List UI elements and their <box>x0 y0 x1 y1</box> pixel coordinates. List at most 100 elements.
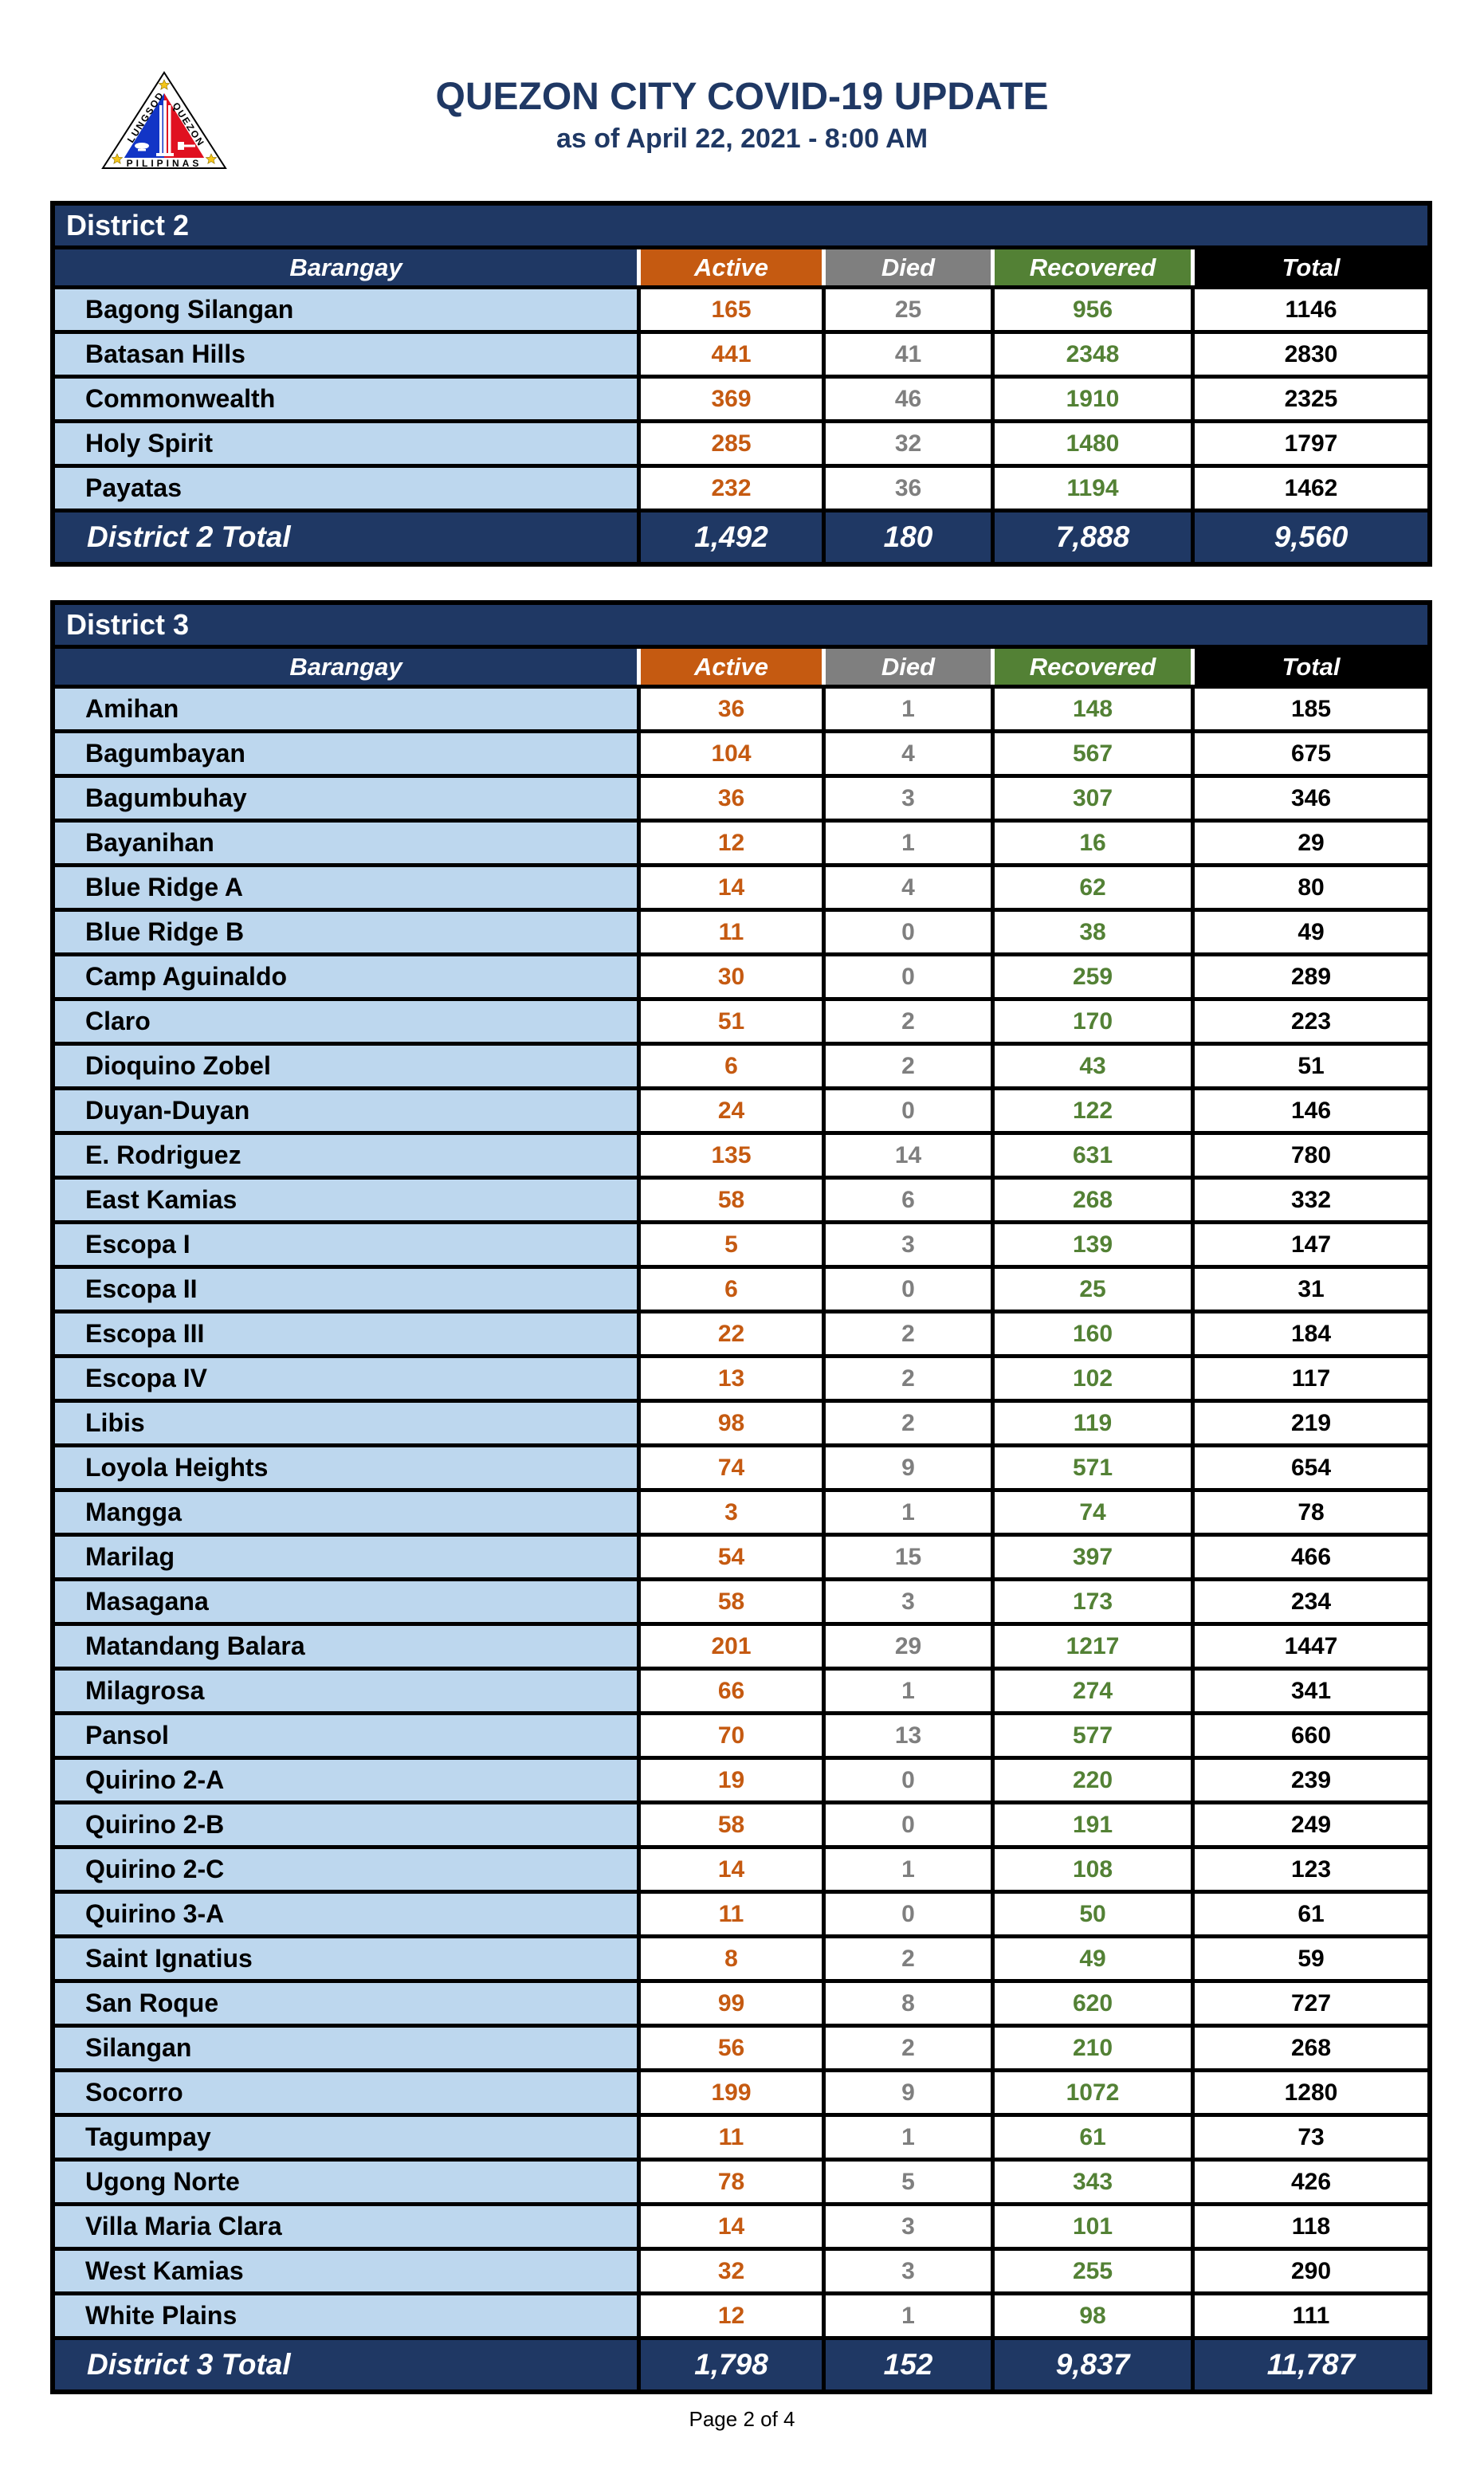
table-row: West Kamias 32 3 255 290 <box>55 2251 1427 2291</box>
barangay-cell: Escopa IV <box>55 1358 637 1399</box>
table-row: E. Rodriguez 135 14 631 780 <box>55 1135 1427 1176</box>
value-cell-died: 1 <box>826 2117 991 2158</box>
value-cell-recovered: 122 <box>995 1090 1191 1131</box>
value-cell-died: 3 <box>826 778 991 819</box>
value-cell-died: 5 <box>826 2162 991 2202</box>
table-row: Camp Aguinaldo 30 0 259 289 <box>55 956 1427 997</box>
value-cell-died: 0 <box>826 956 991 997</box>
page-number: Page 2 of 4 <box>689 2407 795 2431</box>
table-row: Quirino 2-A 19 0 220 239 <box>55 1760 1427 1800</box>
value-cell-recovered: 50 <box>995 1894 1191 1934</box>
barangay-cell: Holy Spirit <box>55 423 637 464</box>
value-cell-died: 9 <box>826 2072 991 2113</box>
value-cell-recovered: 49 <box>995 1938 1191 1979</box>
value-cell-recovered: 139 <box>995 1224 1191 1265</box>
table-row: Pansol 70 13 577 660 <box>55 1715 1427 1756</box>
value-cell-active: 58 <box>641 1581 822 1622</box>
table-row: Bagumbayan 104 4 567 675 <box>55 733 1427 774</box>
table-row: Mangga 3 1 74 78 <box>55 1492 1427 1533</box>
value-cell-active: 104 <box>641 733 822 774</box>
value-cell-died: 6 <box>826 1180 991 1220</box>
value-cell-active: 58 <box>641 1804 822 1845</box>
value-cell-total: 184 <box>1195 1313 1427 1354</box>
value-cell-active: 56 <box>641 2028 822 2068</box>
value-cell-total: 123 <box>1195 1849 1427 1890</box>
district-total-row: District 3 Total 1,798 152 9,837 11,787 <box>55 2340 1427 2389</box>
table-row: Loyola Heights 74 9 571 654 <box>55 1447 1427 1488</box>
value-cell-total: 219 <box>1195 1403 1427 1443</box>
district-2-table: District 2 Barangay Active Died Recovered To… <box>50 201 1432 567</box>
value-cell-recovered: 1194 <box>995 468 1191 509</box>
value-cell-died: 2 <box>826 1046 991 1086</box>
value-cell-active: 11 <box>641 2117 822 2158</box>
value-cell-died: 1 <box>826 2295 991 2336</box>
value-cell-active: 5 <box>641 1224 822 1265</box>
value-cell-died: 3 <box>826 1581 991 1622</box>
barangay-cell: Quirino 2-C <box>55 1849 637 1890</box>
table-row: Libis 98 2 119 219 <box>55 1403 1427 1443</box>
value-cell-recovered: 343 <box>995 2162 1191 2202</box>
table-row: Matandang Balara 201 29 1217 1447 <box>55 1626 1427 1667</box>
value-cell-died: 13 <box>826 1715 991 1756</box>
value-cell-recovered: 43 <box>995 1046 1191 1086</box>
barangay-cell: Milagrosa <box>55 1671 637 1711</box>
district-total-value-died: 180 <box>826 512 991 562</box>
barangay-cell: Escopa II <box>55 1269 637 1310</box>
table-row: Claro 51 2 170 223 <box>55 1001 1427 1042</box>
barangay-cell: Camp Aguinaldo <box>55 956 637 997</box>
value-cell-active: 98 <box>641 1403 822 1443</box>
value-cell-active: 66 <box>641 1671 822 1711</box>
column-header-row: Barangay Active Died Recovered Total <box>55 649 1427 685</box>
value-cell-total: 675 <box>1195 733 1427 774</box>
value-cell-active: 8 <box>641 1938 822 1979</box>
barangay-cell: Masagana <box>55 1581 637 1622</box>
value-cell-died: 9 <box>826 1447 991 1488</box>
value-cell-recovered: 160 <box>995 1313 1191 1354</box>
page-subtitle: as of April 22, 2021 - 8:00 AM <box>556 123 928 154</box>
table-row: Marilag 54 15 397 466 <box>55 1537 1427 1577</box>
value-cell-total: 289 <box>1195 956 1427 997</box>
barangay-cell: E. Rodriguez <box>55 1135 637 1176</box>
table-row: Batasan Hills 441 41 2348 2830 <box>55 334 1427 375</box>
value-cell-total: 185 <box>1195 689 1427 729</box>
barangay-cell: Tagumpay <box>55 2117 637 2158</box>
value-cell-recovered: 148 <box>995 689 1191 729</box>
value-cell-active: 24 <box>641 1090 822 1131</box>
value-cell-died: 0 <box>826 1760 991 1800</box>
table-row: East Kamias 58 6 268 332 <box>55 1180 1427 1220</box>
value-cell-died: 0 <box>826 912 991 952</box>
value-cell-active: 12 <box>641 823 822 863</box>
barangay-cell: Bagumbuhay <box>55 778 637 819</box>
barangay-cell: White Plains <box>55 2295 637 2336</box>
value-cell-recovered: 307 <box>995 778 1191 819</box>
table-row: Commonwealth 369 46 1910 2325 <box>55 379 1427 419</box>
value-cell-recovered: 2348 <box>995 334 1191 375</box>
value-cell-active: 30 <box>641 956 822 997</box>
district-title: District 2 <box>55 206 1427 245</box>
value-cell-died: 2 <box>826 2028 991 2068</box>
barangay-cell: Marilag <box>55 1537 637 1577</box>
value-cell-total: 146 <box>1195 1090 1427 1131</box>
value-cell-active: 285 <box>641 423 822 464</box>
table-row: Amihan 36 1 148 185 <box>55 689 1427 729</box>
barangay-cell: San Roque <box>55 1983 637 2024</box>
value-cell-active: 51 <box>641 1001 822 1042</box>
value-cell-active: 369 <box>641 379 822 419</box>
value-cell-died: 36 <box>826 468 991 509</box>
value-cell-recovered: 220 <box>995 1760 1191 1800</box>
barangay-cell: Payatas <box>55 468 637 509</box>
barangay-cell: Batasan Hills <box>55 334 637 375</box>
value-cell-recovered: 571 <box>995 1447 1191 1488</box>
value-cell-active: 36 <box>641 689 822 729</box>
table-row: White Plains 12 1 98 111 <box>55 2295 1427 2336</box>
value-cell-recovered: 25 <box>995 1269 1191 1310</box>
value-cell-active: 135 <box>641 1135 822 1176</box>
page-title: QUEZON CITY COVID-19 UPDATE <box>435 76 1049 118</box>
barangay-cell: Socorro <box>55 2072 637 2113</box>
barangay-cell: Quirino 2-B <box>55 1804 637 1845</box>
value-cell-died: 2 <box>826 1938 991 1979</box>
value-cell-total: 51 <box>1195 1046 1427 1086</box>
district-3-table: District 3 Barangay Active Died Recovered To… <box>50 600 1432 2394</box>
column-header-total: Total <box>1195 249 1427 285</box>
value-cell-died: 1 <box>826 689 991 729</box>
